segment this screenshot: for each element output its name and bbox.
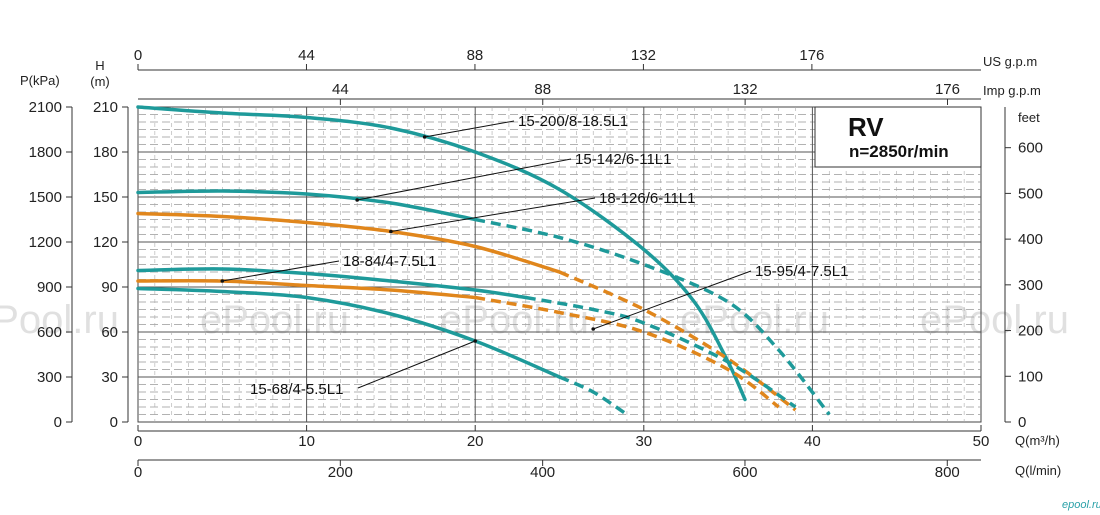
- y-m-title-unit: (m): [90, 74, 110, 89]
- y-kpa-tick-label: 2100: [29, 99, 62, 116]
- callout-leader-15-68-4-5-5l1: [357, 340, 476, 389]
- top2-title: Imp g.p.m: [983, 83, 1041, 98]
- x1-tick-label: 0: [134, 433, 142, 450]
- y-feet-tick-label: 500: [1018, 185, 1043, 202]
- y-feet-tick-label: 100: [1018, 368, 1043, 385]
- y-m-tick-label: 0: [110, 414, 118, 431]
- pump-curves: [136, 105, 831, 416]
- badge-title: RV: [848, 112, 884, 142]
- top2-tick-label: 88: [534, 81, 551, 98]
- watermark-0: ePool.ru: [0, 298, 119, 342]
- y-kpa-title: P(kPa): [20, 73, 60, 88]
- curve-label-15-142-6-11l1: 15-142/6-11L1: [575, 151, 671, 168]
- y-feet-tick-label: 0: [1018, 414, 1026, 431]
- y-m-tick-label: 150: [93, 189, 118, 206]
- curve-18-84-4-7-5l1-dashed: [474, 295, 780, 409]
- curve-label-15-95-4-7-5l1: 15-95/4-7.5L1: [755, 263, 848, 280]
- callout-dot-15-95-4-7-5l1: [591, 327, 596, 331]
- top1-title: US g.p.m: [983, 54, 1037, 69]
- x1-title: Q(m³/h): [1015, 433, 1060, 448]
- watermark-1: ePool.ru: [200, 298, 349, 342]
- y-m-tick-label: 90: [101, 279, 118, 296]
- curve-18-84-4-7-5l1-solid: [136, 278, 477, 300]
- y-kpa-tick-label: 1500: [29, 189, 62, 206]
- curve-15-142-6-11l1-solid: [136, 189, 477, 222]
- badge-subtitle: n=2850r/min: [849, 142, 949, 161]
- y-kpa-tick-label: 0: [54, 414, 62, 431]
- curve-15-68-4-5-5l1-solid: [136, 286, 562, 379]
- curve-15-95-4-7-5l1-solid: [136, 267, 528, 300]
- x1-tick-label: 10: [298, 433, 315, 450]
- top2-tick-label: 176: [935, 81, 960, 98]
- curve-15-142-6-11l1-dashed: [474, 217, 831, 416]
- x1-tick-label: 20: [467, 433, 484, 450]
- curve-18-126-6-11l1-solid: [136, 211, 562, 274]
- curve-label-15-200-8-18-5l1: 15-200/8-18.5L1: [518, 113, 628, 130]
- callout-dot-18-126-6-11l1: [389, 229, 393, 234]
- curve-15-200-8-18-5l1-solid: [136, 105, 747, 402]
- callout-leader-15-200-8-18-5l1: [424, 120, 515, 138]
- y-kpa-tick-label: 300: [37, 369, 62, 386]
- curve-callouts: 15-200/8-18.5L1 15-142/6-11L1 18-126/6-11L…: [220, 113, 848, 398]
- x2-tick-label: 600: [732, 464, 757, 481]
- top1-tick-label: 132: [631, 47, 656, 64]
- curve-18-126-6-11l1-dashed: [558, 270, 797, 412]
- callout-leader-18-126-6-11l1: [390, 197, 596, 232]
- y-m-tick-label: 30: [101, 369, 118, 386]
- top1-tick-label: 44: [298, 47, 315, 64]
- y-kpa-tick-label: 600: [37, 324, 62, 341]
- y-m-tick-label: 60: [101, 324, 118, 341]
- top1-tick-label: 0: [134, 47, 142, 64]
- x1-tick-label: 40: [804, 433, 821, 450]
- callout-leader-15-142-6-11l1: [357, 158, 572, 201]
- top1-tick-label: 176: [799, 47, 824, 64]
- callout-leader-18-84-4-7-5l1: [222, 260, 340, 282]
- callout-dot-15-68-4-5-5l1: [473, 339, 478, 343]
- y-feet-title: feet: [1018, 110, 1040, 125]
- y-feet-tick-label: 600: [1018, 140, 1043, 157]
- x2-tick-label: 200: [328, 464, 353, 481]
- brand-mark: epool.ru: [1062, 499, 1100, 511]
- curve-15-95-4-7-5l1-dashed: [525, 295, 797, 409]
- x1-tick-label: 30: [635, 433, 652, 450]
- model-badge: [814, 106, 982, 168]
- curve-label-18-84-4-7-5l1: 18-84/4-7.5L1: [343, 253, 436, 270]
- top2-tick-label: 132: [733, 81, 758, 98]
- y-m-tick-label: 120: [93, 234, 118, 251]
- y-m-title-h: H: [95, 58, 104, 73]
- callout-dot-18-84-4-7-5l1: [220, 279, 225, 283]
- top1-tick-label: 88: [467, 47, 484, 64]
- watermark-3: ePool.ru: [680, 298, 829, 342]
- callout-dot-15-200-8-18-5l1: [422, 135, 427, 139]
- y-kpa-tick-label: 1800: [29, 144, 62, 161]
- x2-tick-label: 400: [530, 464, 555, 481]
- y-feet-tick-label: 400: [1018, 231, 1043, 248]
- y-feet-tick-label: 200: [1018, 323, 1043, 340]
- y-kpa-tick-label: 900: [37, 279, 62, 296]
- y-feet-tick-label: 300: [1018, 277, 1043, 294]
- top2-tick-label: 44: [332, 81, 349, 98]
- x2-tick-label: 800: [935, 464, 960, 481]
- x2-title: Q(l/min): [1015, 463, 1061, 478]
- y-m-tick-label: 210: [93, 99, 118, 116]
- curve-label-18-126-6-11l1: 18-126/6-11L1: [599, 190, 695, 207]
- grid-lines: [138, 107, 981, 422]
- curve-15-68-4-5-5l1-dashed: [558, 375, 628, 416]
- y-kpa-tick-label: 1200: [29, 234, 62, 251]
- x1-tick-label: 50: [973, 433, 990, 450]
- axis-ticks: 2100180015001200900600300021018015012090…: [29, 47, 1043, 481]
- x2-tick-label: 0: [134, 464, 142, 481]
- y-m-tick-label: 180: [93, 144, 118, 161]
- curve-label-15-68-4-5-5l1: 15-68/4-5.5L1: [250, 381, 343, 398]
- watermark-4: ePool.ru: [920, 298, 1069, 342]
- callout-dot-15-142-6-11l1: [355, 198, 359, 202]
- callout-leader-15-95-4-7-5l1: [593, 270, 752, 330]
